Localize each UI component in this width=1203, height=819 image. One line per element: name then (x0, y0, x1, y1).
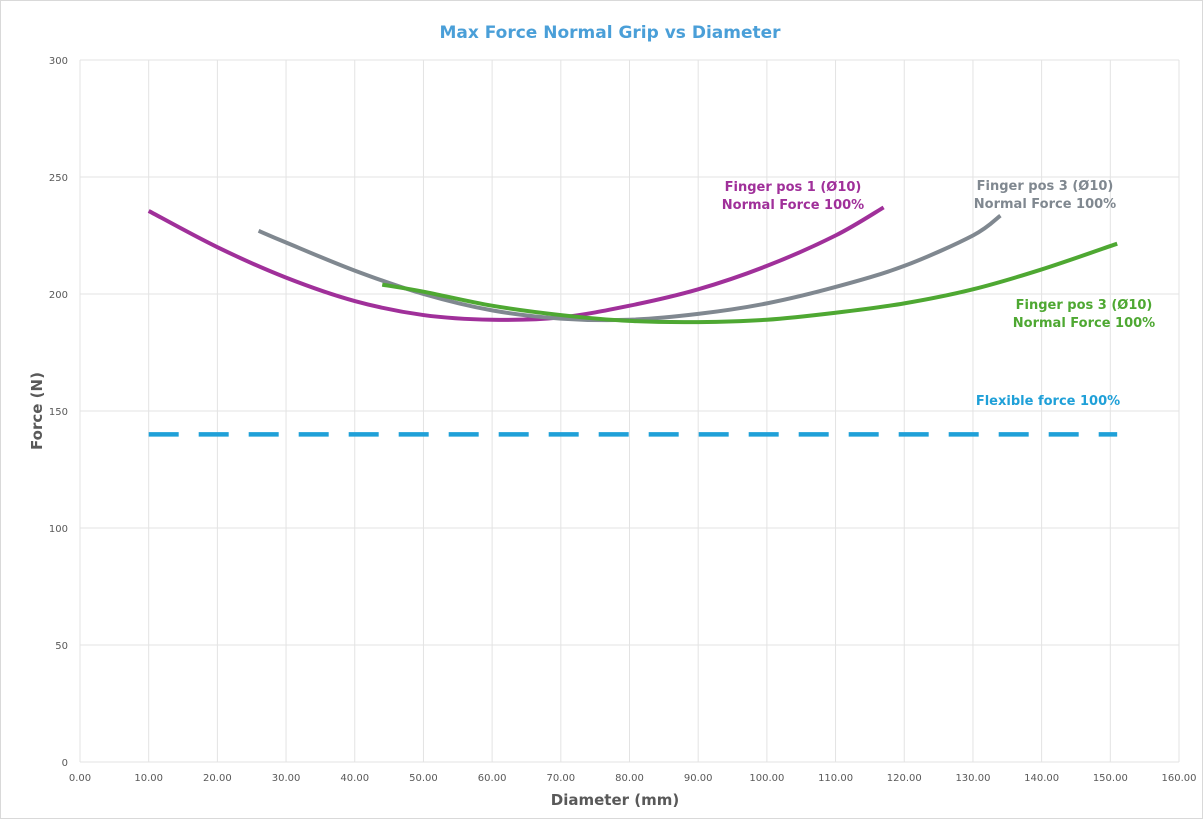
x-tick-label: 20.00 (203, 773, 232, 784)
grid (79, 59, 1180, 763)
x-tick-label: 90.00 (684, 773, 713, 784)
x-tick-label: 0.00 (69, 773, 91, 784)
x-tick-label: 150.00 (1093, 773, 1128, 784)
series-label-finger-pos-1-line-1: Finger pos 1 (Ø10) (725, 180, 862, 195)
series-line-finger-pos-3-green (381, 241, 1118, 325)
chart-title: Max Force Normal Grip vs Diameter (439, 23, 781, 43)
series-label-finger-pos-3-gray-line-2: Normal Force 100% (974, 197, 1116, 212)
series-lines (147, 205, 1118, 437)
y-axis-title: Force (N) (28, 372, 46, 450)
series-label-finger-pos-3-green-line-1: Finger pos 3 (Ø10) (1016, 298, 1153, 313)
x-tick-label: 70.00 (546, 773, 575, 784)
x-tick-label: 160.00 (1162, 773, 1197, 784)
y-tick-label: 250 (49, 173, 68, 184)
x-tick-label: 50.00 (409, 773, 438, 784)
x-axis-ticks: 0.00 10.00 20.00 30.00 40.00 50.00 60.00 70.00 8… (69, 773, 1197, 784)
series-label-finger-pos-1-line-2: Normal Force 100% (722, 198, 864, 213)
x-tick-label: 130.00 (955, 773, 990, 784)
series-label-flexible-force-line-1: Flexible force 100% (976, 394, 1120, 409)
series-label-finger-pos-3-gray-line-1: Finger pos 3 (Ø10) (977, 179, 1114, 194)
x-tick-label: 60.00 (478, 773, 507, 784)
x-tick-label: 110.00 (818, 773, 853, 784)
y-tick-label: 150 (49, 407, 68, 418)
x-tick-label: 80.00 (615, 773, 644, 784)
y-tick-label: 0 (62, 758, 68, 769)
x-tick-label: 40.00 (340, 773, 369, 784)
y-tick-label: 200 (49, 290, 68, 301)
x-tick-label: 140.00 (1024, 773, 1059, 784)
y-tick-label: 100 (49, 524, 68, 535)
series-label-finger-pos-3-green-line-2: Normal Force 100% (1013, 316, 1155, 331)
x-tick-label: 30.00 (272, 773, 301, 784)
x-tick-label: 120.00 (887, 773, 922, 784)
x-axis-title: Diameter (mm) (551, 791, 679, 809)
y-axis-ticks: 0 50 100 150 200 250 300 (49, 56, 68, 769)
y-tick-label: 50 (55, 641, 68, 652)
x-tick-label: 10.00 (134, 773, 163, 784)
series-line-finger-pos-1 (147, 205, 885, 322)
x-tick-label: 100.00 (749, 773, 784, 784)
y-tick-label: 300 (49, 56, 68, 67)
series-labels: Finger pos 1 (Ø10) Normal Force 100% Finge… (722, 179, 1155, 409)
